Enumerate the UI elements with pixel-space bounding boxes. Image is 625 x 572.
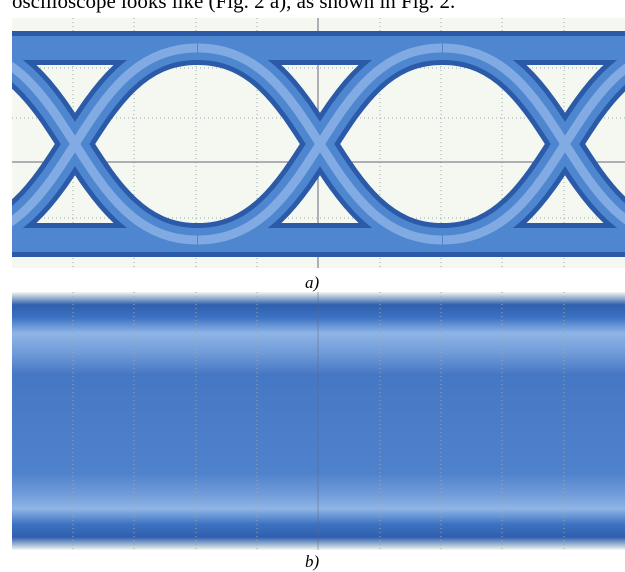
eye-diagram-b xyxy=(12,292,625,550)
figure-label: b) xyxy=(305,552,320,571)
figure-label: a) xyxy=(305,273,320,292)
eye-diagram-a xyxy=(12,18,625,268)
body-text: oscilloscope looks like (Fig. 2 a), as s… xyxy=(12,0,455,13)
